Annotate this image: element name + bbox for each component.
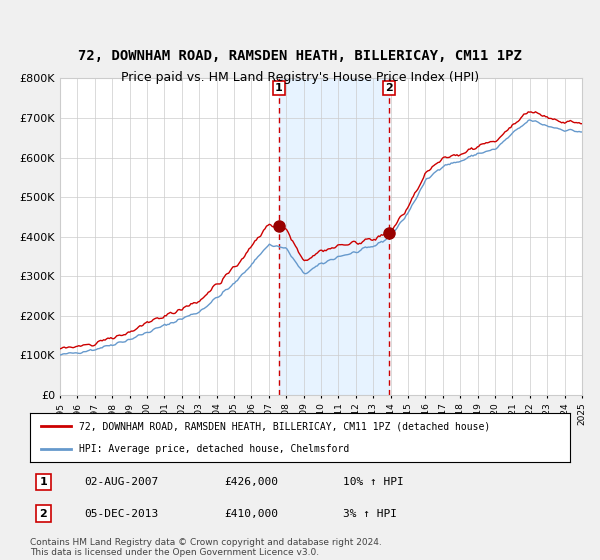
Text: Price paid vs. HM Land Registry's House Price Index (HPI): Price paid vs. HM Land Registry's House … (121, 71, 479, 84)
Text: 72, DOWNHAM ROAD, RAMSDEN HEATH, BILLERICAY, CM11 1PZ (detached house): 72, DOWNHAM ROAD, RAMSDEN HEATH, BILLERI… (79, 421, 490, 431)
Text: £426,000: £426,000 (224, 477, 278, 487)
Text: £410,000: £410,000 (224, 508, 278, 519)
Text: 72, DOWNHAM ROAD, RAMSDEN HEATH, BILLERICAY, CM11 1PZ: 72, DOWNHAM ROAD, RAMSDEN HEATH, BILLERI… (78, 49, 522, 63)
Text: Contains HM Land Registry data © Crown copyright and database right 2024.
This d: Contains HM Land Registry data © Crown c… (30, 538, 382, 557)
Text: 1: 1 (275, 83, 283, 93)
Text: 02-AUG-2007: 02-AUG-2007 (84, 477, 158, 487)
Text: 2: 2 (385, 83, 393, 93)
Text: HPI: Average price, detached house, Chelmsford: HPI: Average price, detached house, Chel… (79, 444, 349, 454)
Text: 2: 2 (40, 508, 47, 519)
Text: 1: 1 (40, 477, 47, 487)
Text: 05-DEC-2013: 05-DEC-2013 (84, 508, 158, 519)
Text: 10% ↑ HPI: 10% ↑ HPI (343, 477, 404, 487)
Bar (279, 78, 389, 395)
Text: 3% ↑ HPI: 3% ↑ HPI (343, 508, 397, 519)
